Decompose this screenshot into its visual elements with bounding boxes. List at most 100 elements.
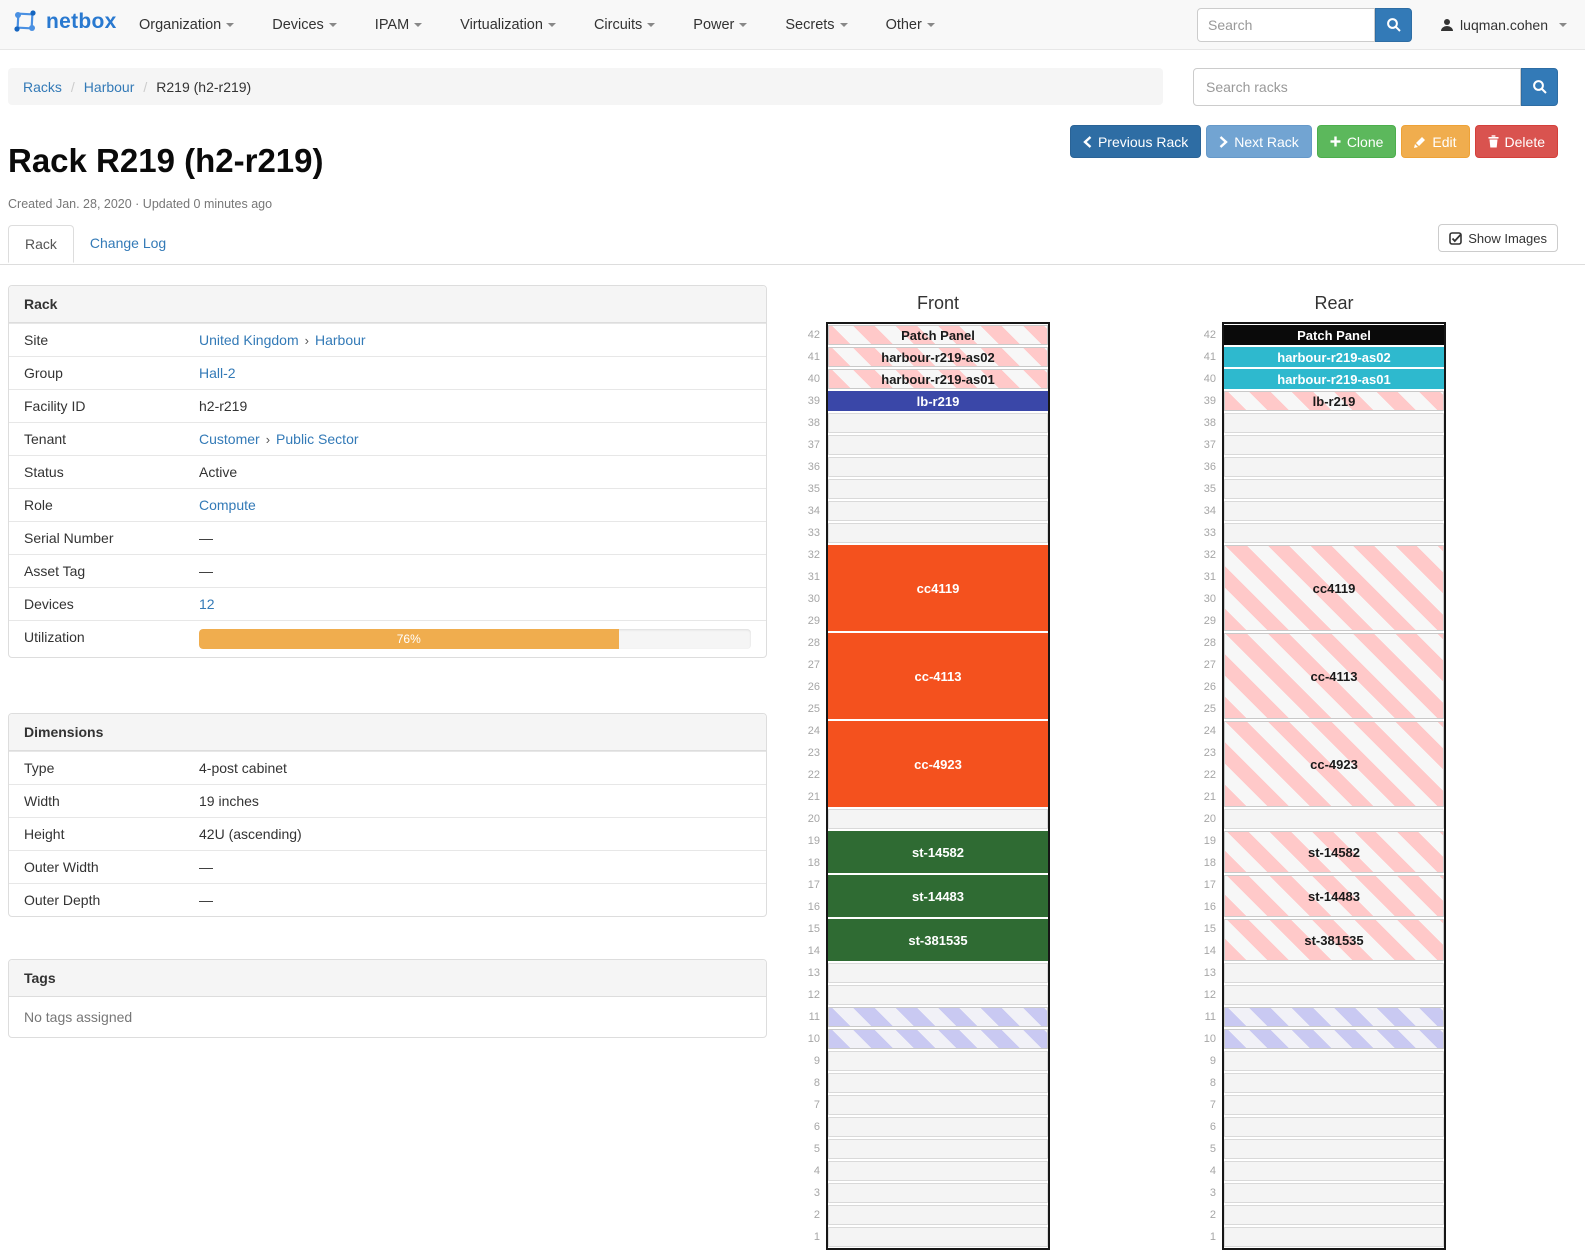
previous-rack-button[interactable]: Previous Rack: [1069, 125, 1202, 158]
empty-unit-13[interactable]: [1224, 963, 1444, 983]
empty-unit-1[interactable]: [828, 1227, 1048, 1247]
device-lb-r219[interactable]: lb-r219: [828, 391, 1048, 411]
device-st-14483[interactable]: st-14483: [828, 875, 1048, 917]
empty-unit-5[interactable]: [1224, 1139, 1444, 1159]
unit-number-42: 42: [807, 329, 820, 341]
rack-search-input[interactable]: [1193, 68, 1521, 106]
unit-number-28: 28: [807, 637, 820, 649]
device-cc-4923[interactable]: cc-4923: [828, 721, 1048, 807]
row-outer-width: Outer Width —: [9, 850, 766, 883]
device-cc-4923[interactable]: cc-4923: [1224, 721, 1444, 807]
unit-number-35: 35: [807, 483, 820, 495]
empty-unit-8[interactable]: [1224, 1073, 1444, 1093]
breadcrumb-racks[interactable]: Racks: [23, 78, 62, 95]
breadcrumb-harbour[interactable]: Harbour: [83, 78, 135, 95]
device-harbour-r219-as02[interactable]: harbour-r219-as02: [828, 347, 1048, 367]
menu-devices[interactable]: Devices: [253, 17, 356, 33]
empty-unit-3[interactable]: [828, 1183, 1048, 1203]
device-harbour-r219-as02[interactable]: harbour-r219-as02: [1224, 347, 1444, 367]
device-st-14483[interactable]: st-14483: [1224, 875, 1444, 917]
device-cc4119[interactable]: cc4119: [1224, 545, 1444, 631]
next-rack-button[interactable]: Next Rack: [1206, 125, 1312, 158]
empty-unit-9[interactable]: [828, 1051, 1048, 1071]
netbox-logo[interactable]: netbox: [12, 8, 117, 35]
empty-unit-33[interactable]: [1224, 523, 1444, 543]
unit-number-12: 12: [1203, 989, 1216, 1001]
device-harbour-r219-as01[interactable]: harbour-r219-as01: [1224, 369, 1444, 389]
device-Patch Panel[interactable]: Patch Panel: [1224, 325, 1444, 345]
device-st-381535[interactable]: st-381535: [828, 919, 1048, 961]
empty-unit-13[interactable]: [828, 963, 1048, 983]
reserved-unit-10[interactable]: [828, 1029, 1048, 1049]
empty-unit-36[interactable]: [1224, 457, 1444, 477]
empty-unit-33[interactable]: [828, 523, 1048, 543]
empty-unit-8[interactable]: [828, 1073, 1048, 1093]
empty-unit-38[interactable]: [1224, 413, 1444, 433]
empty-unit-6[interactable]: [828, 1117, 1048, 1137]
height-value: 42U (ascending): [199, 826, 302, 842]
empty-unit-20[interactable]: [828, 809, 1048, 829]
menu-circuits[interactable]: Circuits: [575, 17, 674, 33]
device-cc-4113[interactable]: cc-4113: [1224, 633, 1444, 719]
empty-unit-2[interactable]: [828, 1205, 1048, 1225]
empty-unit-20[interactable]: [1224, 809, 1444, 829]
empty-unit-2[interactable]: [1224, 1205, 1444, 1225]
device-st-381535[interactable]: st-381535: [1224, 919, 1444, 961]
empty-unit-34[interactable]: [828, 501, 1048, 521]
reserved-unit-10[interactable]: [1224, 1029, 1444, 1049]
device-lb-r219[interactable]: lb-r219: [1224, 391, 1444, 411]
tab-change-log[interactable]: Change Log: [89, 235, 167, 251]
empty-unit-4[interactable]: [1224, 1161, 1444, 1181]
menu-secrets[interactable]: Secrets: [766, 17, 866, 33]
empty-unit-12[interactable]: [1224, 985, 1444, 1005]
empty-unit-3[interactable]: [1224, 1183, 1444, 1203]
tenant-link[interactable]: Public Sector: [276, 431, 359, 447]
empty-unit-4[interactable]: [828, 1161, 1048, 1181]
empty-unit-1[interactable]: [1224, 1227, 1444, 1247]
device-cc-4113[interactable]: cc-4113: [828, 633, 1048, 719]
tenant-group-link[interactable]: Customer: [199, 431, 260, 447]
site-region-link[interactable]: United Kingdom: [199, 332, 299, 348]
unit-number-33: 33: [807, 527, 820, 539]
empty-unit-6[interactable]: [1224, 1117, 1444, 1137]
user-menu[interactable]: luqman.cohen: [1440, 0, 1567, 50]
show-images-button[interactable]: Show Images: [1438, 224, 1558, 252]
delete-button[interactable]: Delete: [1474, 125, 1558, 158]
global-search-input[interactable]: [1197, 8, 1375, 42]
tab-rack[interactable]: Rack: [8, 225, 74, 263]
search-icon: [1386, 17, 1402, 33]
edit-button[interactable]: Edit: [1401, 125, 1470, 158]
device-st-14582[interactable]: st-14582: [828, 831, 1048, 873]
empty-unit-7[interactable]: [1224, 1095, 1444, 1115]
devices-count-link[interactable]: 12: [199, 596, 215, 612]
device-cc4119[interactable]: cc4119: [828, 545, 1048, 631]
clone-button[interactable]: Clone: [1316, 125, 1397, 158]
unit-number-31: 31: [1203, 571, 1216, 583]
role-link[interactable]: Compute: [199, 497, 256, 513]
global-search-button[interactable]: [1375, 8, 1412, 42]
empty-unit-36[interactable]: [828, 457, 1048, 477]
empty-unit-34[interactable]: [1224, 501, 1444, 521]
empty-unit-7[interactable]: [828, 1095, 1048, 1115]
empty-unit-35[interactable]: [828, 479, 1048, 499]
menu-ipam[interactable]: IPAM: [356, 17, 441, 33]
device-harbour-r219-as01[interactable]: harbour-r219-as01: [828, 369, 1048, 389]
device-Patch Panel[interactable]: Patch Panel: [828, 325, 1048, 345]
reserved-unit-11[interactable]: [1224, 1007, 1444, 1027]
group-link[interactable]: Hall-2: [199, 365, 236, 381]
rack-search-button[interactable]: [1521, 68, 1558, 106]
site-link[interactable]: Harbour: [314, 332, 366, 348]
device-st-14582[interactable]: st-14582: [1224, 831, 1444, 873]
empty-unit-37[interactable]: [1224, 435, 1444, 455]
empty-unit-5[interactable]: [828, 1139, 1048, 1159]
empty-unit-12[interactable]: [828, 985, 1048, 1005]
empty-unit-9[interactable]: [1224, 1051, 1444, 1071]
reserved-unit-11[interactable]: [828, 1007, 1048, 1027]
menu-power[interactable]: Power: [674, 17, 766, 33]
menu-virtualization[interactable]: Virtualization: [441, 17, 575, 33]
menu-other[interactable]: Other: [867, 17, 954, 33]
empty-unit-38[interactable]: [828, 413, 1048, 433]
empty-unit-37[interactable]: [828, 435, 1048, 455]
empty-unit-35[interactable]: [1224, 479, 1444, 499]
menu-organization[interactable]: Organization: [120, 17, 253, 33]
